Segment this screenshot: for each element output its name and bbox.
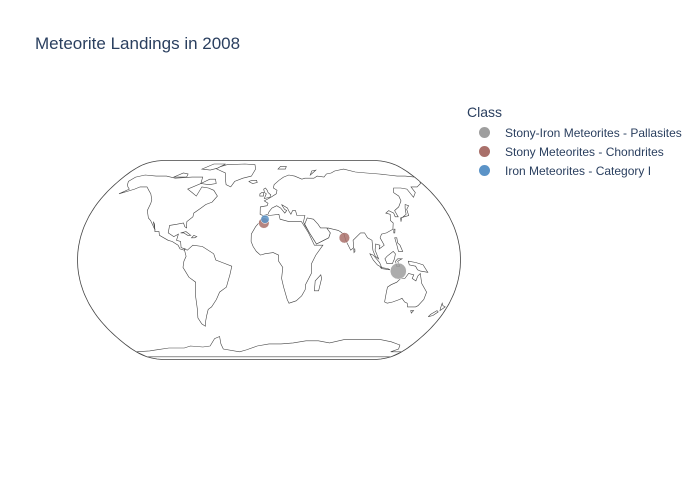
landmass-ireland [259,192,264,197]
legend-marker [479,165,490,176]
legend: Class Stony-Iron Meteorites - Pallasites… [467,104,682,180]
landmass-new-zealand-s [427,310,439,317]
landmass-antarctica [136,336,402,358]
legend-label: Iron Meteorites - Category I [505,163,652,178]
meteorite-point-3-1[interactable] [260,214,270,224]
landmass-java [379,266,391,271]
landmass-north-america [118,174,218,251]
legend-marker [479,146,490,157]
legend-item-pallasites[interactable]: Stony-Iron Meteorites - Pallasites [479,123,682,142]
landmass-africa [250,213,324,304]
landmass-taiwan [393,228,396,234]
landmass-ellesmere-island [200,163,226,171]
landmass-cuba [180,231,192,236]
landmass-hispaniola [190,234,198,239]
landmass-new-guinea [407,260,429,273]
landmass-victoria-island [173,172,189,178]
points-layer [258,214,407,280]
legend-title: Class [467,104,503,120]
legend-item-iron[interactable]: Iron Meteorites - Category I [479,161,682,180]
landmass-south-america [182,244,233,327]
landmass-borneo [384,250,396,264]
landmass-arabia-fill [304,217,331,245]
landmass-eurasia [259,168,421,260]
landmass-madagascar [314,274,322,292]
landmass-philippines [394,237,404,252]
landmass-tasmania [410,310,415,314]
legend-marker [479,127,490,138]
landmass-australia [384,272,427,308]
landmass-new-zealand-n [439,302,446,312]
legend-label: Stony Meteorites - Chondrites [505,144,664,159]
landmass-sri-lanka [353,248,356,254]
land-layer [118,163,446,358]
landmass-great-britain [263,187,272,199]
meteorite-point-2-2[interactable] [338,232,350,244]
landmass-novaya-zemlya [309,169,317,176]
landmass-svalbard [277,166,287,170]
legend-item-chondrites[interactable]: Stony Meteorites - Chondrites [479,142,682,161]
legend-label: Stony-Iron Meteorites - Pallasites [505,125,682,140]
landmass-baffin-island [199,178,217,186]
meteorite-point-1-1[interactable] [389,262,407,280]
landmass-greenland [214,163,256,188]
chart-title: Meteorite Landings in 2008 [35,34,241,53]
landmass-japan [400,204,410,222]
landmass-iceland [248,180,258,184]
map-frame [77,160,461,360]
